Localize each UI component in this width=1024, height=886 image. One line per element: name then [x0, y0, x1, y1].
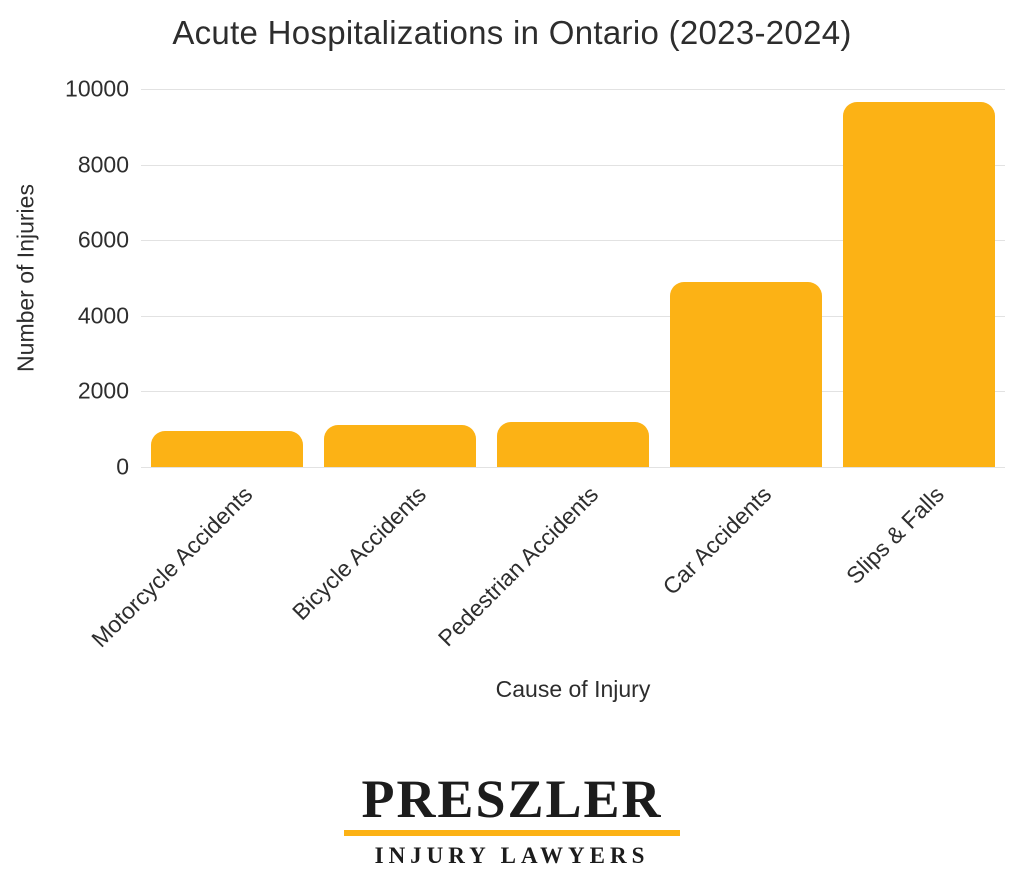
chart-title: Acute Hospitalizations in Ontario (2023-… [172, 14, 852, 51]
y-tick-label-6000: 6000 [77, 226, 129, 253]
x-tick-label-slips-falls: Slips & Falls [841, 481, 949, 589]
x-tick-label-bicycle-accidents: Bicycle Accidents [286, 481, 431, 626]
logo-divider [344, 830, 680, 837]
y-axis-title: Number of Injuries [12, 184, 39, 372]
gridline-0 [141, 467, 1005, 468]
y-tick-label-10000: 10000 [65, 75, 129, 102]
gridline-8000 [141, 164, 1005, 166]
bar-car-accidents [669, 281, 822, 467]
gridline-10000 [141, 89, 1005, 90]
y-tick-label-2000: 2000 [77, 377, 129, 404]
x-tick-label-car-accidents: Car Accidents [657, 481, 777, 600]
gridline-4000 [141, 315, 1005, 317]
bar-slips-falls [842, 102, 995, 467]
gridline-6000 [141, 240, 1005, 242]
bar-motorcycle-accidents [151, 431, 304, 467]
logo-name: PRESZLER [361, 769, 663, 829]
logo-tagline: INJURY LAWYERS [374, 843, 650, 869]
x-axis-title: Cause of Injury [495, 676, 651, 702]
y-tick-label-8000: 8000 [77, 151, 129, 178]
y-tick-label-4000: 4000 [77, 302, 129, 329]
bar-pedestrian-accidents [497, 421, 649, 467]
y-tick-label-0: 0 [116, 453, 129, 480]
gridline-2000 [141, 391, 1005, 393]
bar-bicycle-accidents [324, 425, 477, 467]
x-tick-label-pedestrian-accidents: Pedestrian Accidents [433, 481, 604, 652]
plot-area: 0 2000 4000 6000 8000 10000 Motorcycle Acciden… [65, 76, 1005, 652]
x-tick-label-motorcycle-accidents: Motorcycle Accidents [86, 481, 258, 653]
logo: PRESZLER INJURY LAWYERS [0, 769, 1024, 869]
